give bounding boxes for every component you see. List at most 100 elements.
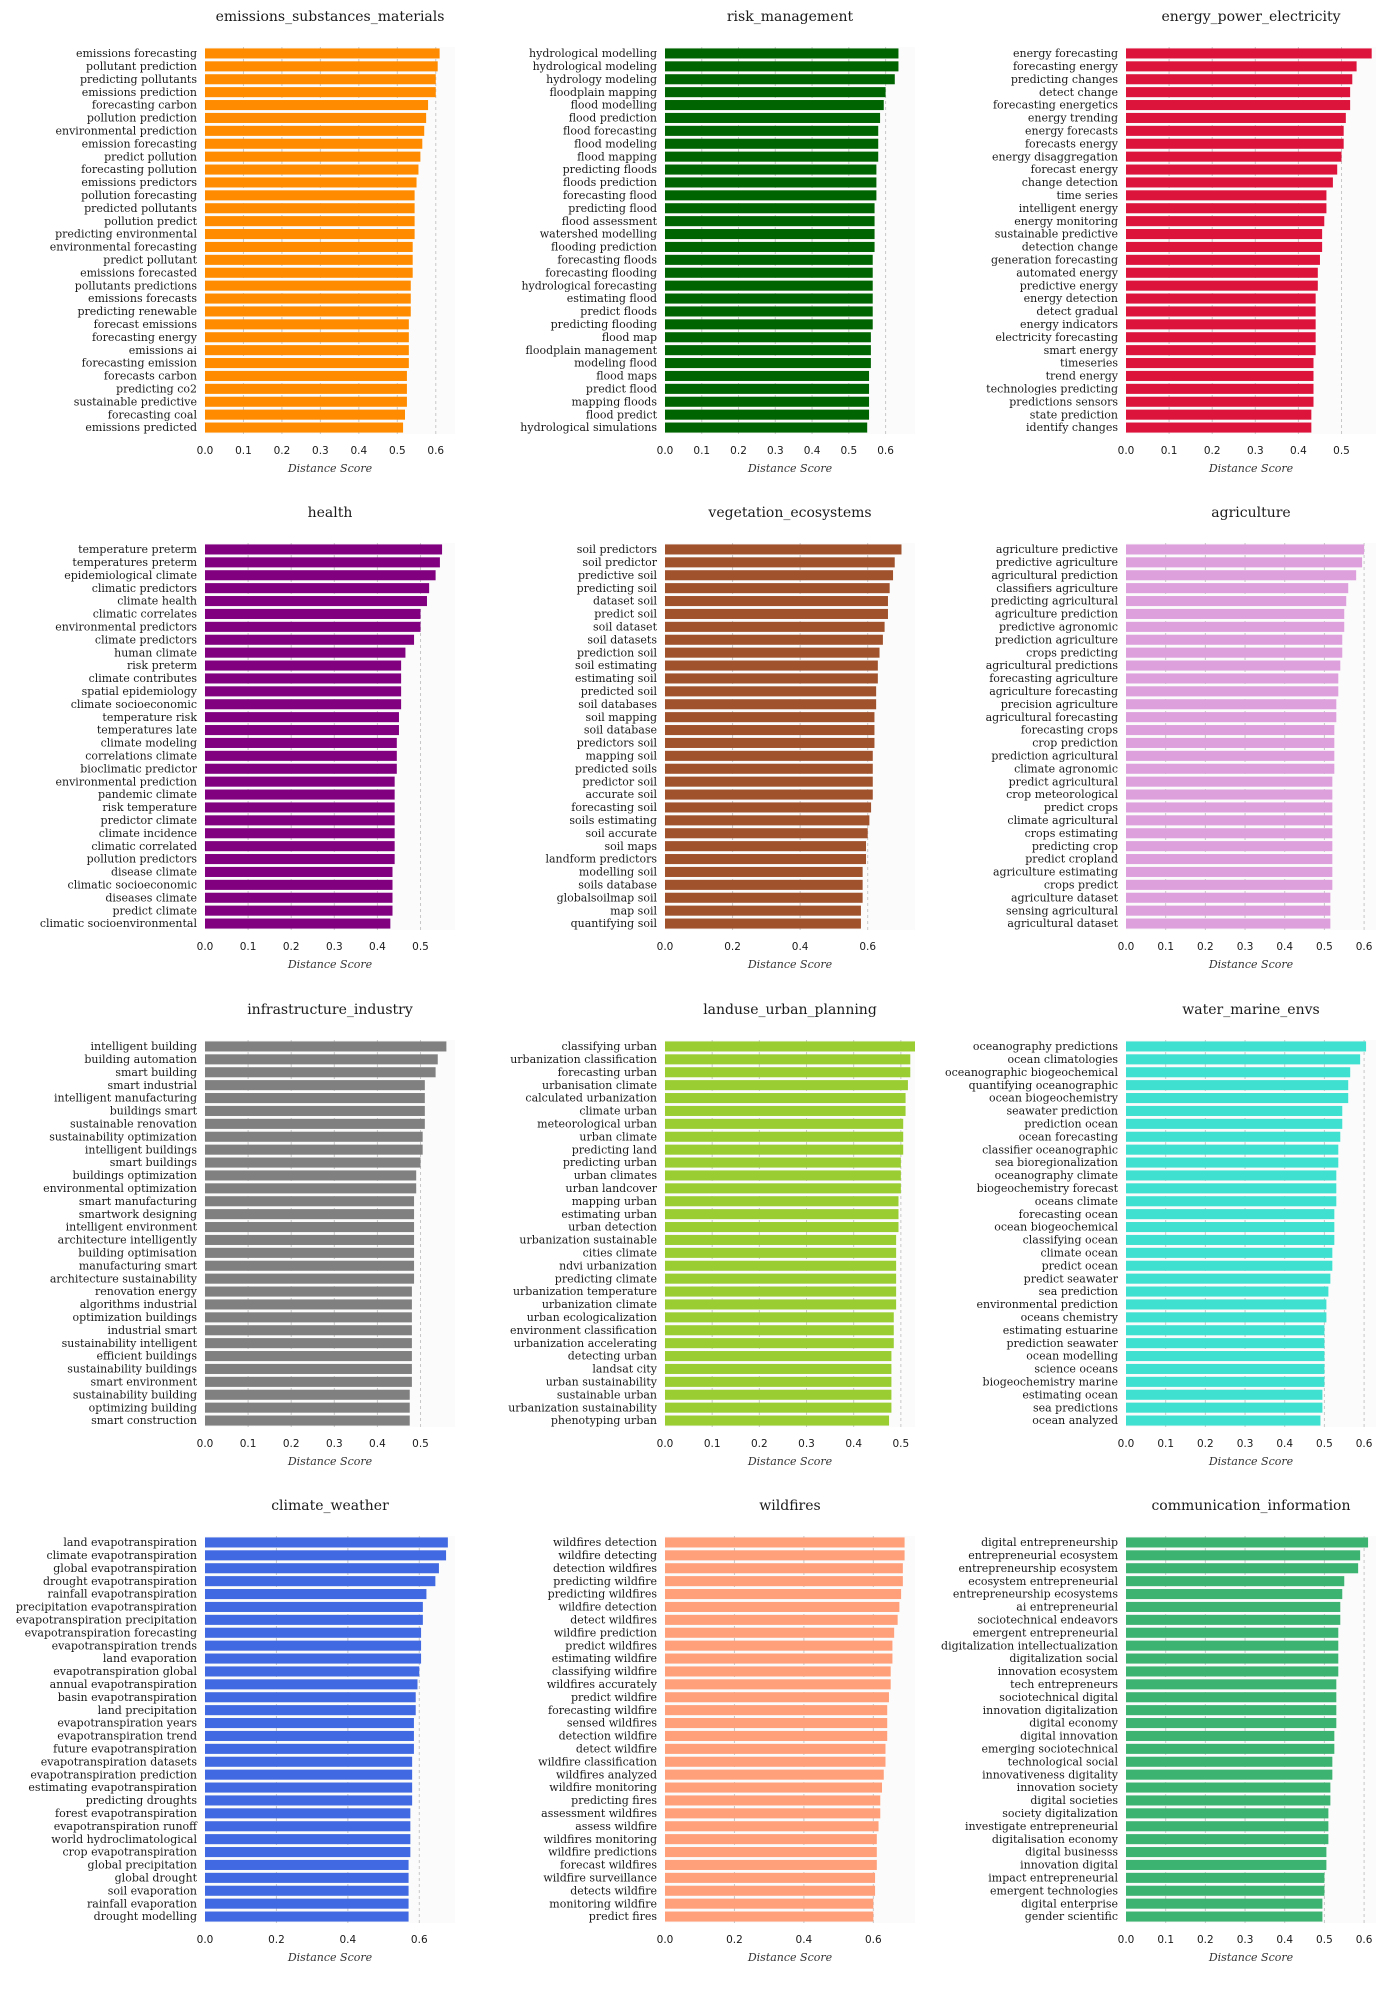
bar — [205, 583, 430, 594]
category-label: climatic correlated — [91, 840, 197, 853]
category-label: electricity forecasting — [995, 331, 1118, 344]
category-label: assess wildfire — [575, 1820, 657, 1833]
x-axis-label: Distance Score — [287, 958, 373, 971]
category-label: innovativeness digitality — [982, 1768, 1119, 1781]
bar — [665, 383, 870, 394]
category-label: forecasting pollution — [81, 163, 197, 176]
category-label: classifying ocean — [1023, 1234, 1118, 1247]
category-label: forecast wildfires — [560, 1859, 657, 1872]
category-label: sustainable renovation — [70, 1117, 197, 1130]
category-label: forecasts energy — [1025, 137, 1119, 150]
category-label: quantifying oceanographic — [969, 1079, 1118, 1092]
category-label: detection wildfire — [559, 1730, 657, 1743]
category-label: urban climates — [574, 1169, 658, 1182]
bar — [1126, 422, 1312, 433]
bar — [665, 280, 873, 291]
category-label: floodplain management — [526, 344, 658, 357]
bar — [1126, 100, 1351, 111]
bar — [205, 1898, 409, 1909]
bar — [205, 1589, 427, 1600]
x-tick-label: 0.0 — [1118, 941, 1135, 953]
bar — [205, 1325, 412, 1336]
bar — [665, 1640, 893, 1651]
bar — [665, 1911, 874, 1922]
bar — [665, 241, 875, 252]
category-label: emergent entrepreneurial — [973, 1626, 1119, 1639]
bar — [1126, 177, 1333, 188]
x-tick-label: 0.5 — [1316, 1934, 1333, 1946]
bar — [665, 100, 884, 111]
bar — [205, 293, 411, 304]
bar — [1126, 634, 1343, 645]
bar — [205, 1911, 409, 1922]
bar — [205, 918, 391, 929]
category-label: sustainability optimization — [49, 1130, 197, 1143]
bar — [1126, 802, 1333, 813]
bar — [205, 699, 402, 710]
bar — [1126, 596, 1347, 607]
bar — [1126, 1118, 1343, 1129]
category-label: predicting soil — [577, 582, 658, 595]
x-tick-label: 0.3 — [1247, 445, 1264, 457]
category-label: diseases climate — [105, 891, 197, 904]
bar — [1126, 841, 1333, 852]
category-label: predict agricultural — [1009, 775, 1119, 788]
bar — [1126, 750, 1335, 761]
x-tick-label: 0.3 — [798, 1438, 815, 1450]
category-label: rainfall evaporation — [87, 1897, 197, 1910]
bar — [665, 1730, 888, 1741]
x-tick-label: 0.0 — [1118, 1438, 1135, 1450]
bar — [205, 1157, 421, 1168]
category-label: detect wildfire — [576, 1742, 657, 1755]
category-label: evapotranspiration prediction — [30, 1768, 197, 1781]
category-label: precipitation evapotranspiration — [16, 1601, 197, 1614]
category-label: correlations climate — [85, 749, 197, 762]
x-tick-label: 0.4 — [369, 941, 386, 953]
category-label: forecasting flooding — [545, 266, 657, 279]
bar — [665, 866, 863, 877]
x-tick-label: 0.1 — [1157, 941, 1174, 953]
category-label: forecasting coal — [108, 408, 198, 421]
category-label: climatic predictors — [92, 582, 198, 595]
category-label: climate agricultural — [1007, 814, 1118, 827]
bar — [205, 383, 407, 394]
bar — [665, 712, 875, 723]
category-label: world hydroclimatological — [51, 1833, 197, 1846]
x-axis-label: Distance Score — [287, 462, 373, 475]
category-label: flood modeling — [574, 137, 657, 150]
category-label: predicted pollutants — [84, 202, 197, 215]
category-label: energy indicators — [1020, 318, 1118, 331]
x-tick-label: 0.1 — [235, 445, 252, 457]
category-label: time series — [1057, 189, 1119, 202]
bar — [1126, 1821, 1329, 1832]
category-label: predicting fires — [571, 1794, 657, 1807]
category-label: smart manufacturing — [79, 1195, 197, 1208]
plot-area — [1126, 47, 1376, 434]
bar — [205, 358, 409, 369]
category-label: intelligent manufacturing — [54, 1092, 197, 1105]
category-label: hydrological simulations — [520, 421, 657, 434]
bar — [205, 1872, 409, 1883]
x-tick-label: 0.0 — [657, 1438, 674, 1450]
category-label: crops predict — [1044, 878, 1119, 891]
category-label: pandemic climate — [98, 788, 197, 801]
bar — [665, 48, 899, 59]
category-label: accurate soil — [585, 788, 657, 801]
category-label: digital societies — [1030, 1794, 1118, 1807]
bar — [205, 1183, 417, 1194]
category-label: prediction agricultural — [991, 749, 1118, 762]
category-label: predictions sensors — [1009, 395, 1118, 408]
bar — [665, 1415, 890, 1426]
bar — [205, 1170, 417, 1181]
bar — [665, 841, 867, 852]
bar — [1126, 293, 1316, 304]
x-tick-label: 0.3 — [326, 1438, 343, 1450]
category-label: digital businesss — [1025, 1846, 1118, 1859]
category-label: hydrology modeling — [546, 73, 657, 86]
x-tick-label: 0.4 — [1276, 1438, 1293, 1450]
bar — [205, 789, 395, 800]
bar — [665, 879, 863, 890]
bar — [205, 332, 409, 343]
bar — [205, 608, 421, 619]
